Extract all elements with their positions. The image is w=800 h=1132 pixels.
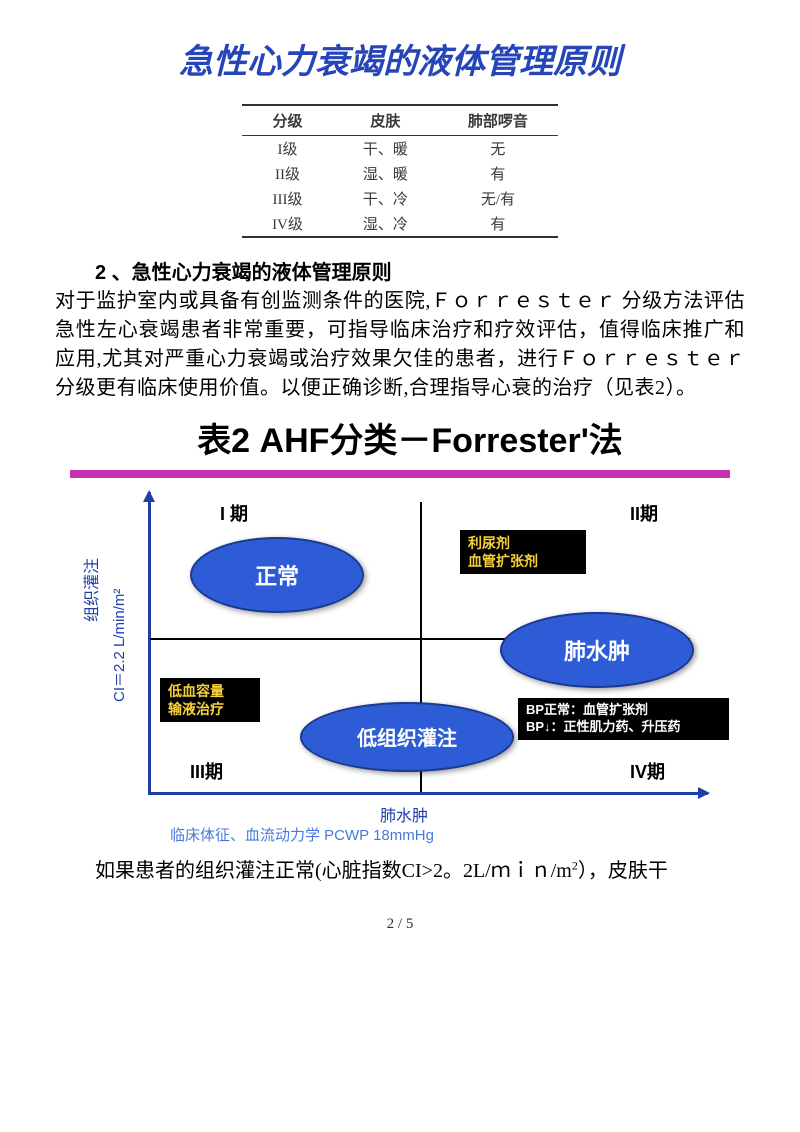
quadrant-label-3: III期 — [190, 758, 223, 784]
table-row: II级 湿、暖 有 — [242, 161, 558, 186]
text: ），皮肤干 — [578, 860, 668, 882]
th-grade: 分级 — [242, 105, 333, 136]
forrester-chart: 表2 AHF分类－Forrester'法 组织灌注 CI＝2.2 L/min/m… — [55, 413, 745, 842]
box-diuretic: 利尿剂 血管扩张剂 — [460, 530, 586, 574]
quadrant-label-4: IV期 — [630, 758, 665, 784]
table-row: III级 干、冷 无/有 — [242, 186, 558, 211]
body-paragraph-2: 如果患者的组织灌注正常(心脏指数CI>2。2L/ｍｉｎ/m2），皮肤干 — [55, 856, 745, 886]
quadrant-label-1: I 期 — [220, 500, 248, 526]
page-title: 急性心力衰竭的液体管理原则 — [55, 40, 745, 86]
cell: 湿、冷 — [333, 211, 438, 237]
th-skin: 皮肤 — [333, 105, 438, 136]
x-axis-label-center: 肺水肿 — [380, 802, 428, 826]
cell: 干、暖 — [333, 135, 438, 161]
quadrant-label-2: II期 — [630, 500, 658, 526]
cell: 湿、暖 — [333, 161, 438, 186]
chart-title: 表2 AHF分类－Forrester'法 — [75, 413, 745, 462]
box-line: 血管扩张剂 — [468, 552, 578, 570]
cell: II级 — [242, 161, 333, 186]
cell: 无 — [438, 135, 558, 161]
box-line: BP↓：正性肌力药、升压药 — [526, 719, 721, 736]
y-axis-label-outer: 组织灌注 — [78, 558, 102, 622]
chart-divider — [70, 470, 730, 478]
section-heading: 2 、急性心力衰竭的液体管理原则 — [55, 256, 745, 285]
box-line: BP正常：血管扩张剂 — [526, 702, 721, 719]
cell: III级 — [242, 186, 333, 211]
chart-plot-area: 组织灌注 CI＝2.2 L/min/m² I 期 II期 III期 IV期 正常… — [70, 482, 730, 842]
cell: 有 — [438, 161, 558, 186]
box-line: 利尿剂 — [468, 534, 578, 552]
table-row: IV级 湿、冷 有 — [242, 211, 558, 237]
cell: 无/有 — [438, 186, 558, 211]
cell: I级 — [242, 135, 333, 161]
ellipse-pulmonary-edema: 肺水肿 — [500, 612, 694, 688]
box-line: 低血容量 — [168, 682, 252, 700]
cell: 干、冷 — [333, 186, 438, 211]
y-axis-label-inner: CI＝2.2 L/min/m² — [108, 589, 129, 702]
table-row: I级 干、暖 无 — [242, 135, 558, 161]
page-number: 2 / 5 — [55, 916, 745, 933]
text: 如果患者的组织灌注正常(心脏指数CI>2。2L/ｍｉｎ/m — [95, 860, 572, 882]
box-hypovolemia: 低血容量 输液治疗 — [160, 678, 260, 722]
x-axis — [148, 792, 708, 795]
box-line: 输液治疗 — [168, 700, 252, 718]
th-lung: 肺部啰音 — [438, 105, 558, 136]
body-paragraph: 对于监护室内或具备有创监测条件的医院,Ｆｏｒｒｅｓｔｅｒ 分级方法评估急性左心衰… — [55, 287, 745, 403]
cell: 有 — [438, 211, 558, 237]
y-axis — [148, 492, 151, 792]
classification-table: 分级 皮肤 肺部啰音 I级 干、暖 无 II级 湿、暖 有 III级 干、冷 无… — [242, 104, 558, 238]
x-axis-label-bottom: 临床体征、血流动力学 PCWP 18mmHg — [170, 824, 434, 845]
box-bp-guidance: BP正常：血管扩张剂 BP↓：正性肌力药、升压药 — [518, 698, 729, 740]
ellipse-normal: 正常 — [190, 537, 364, 613]
ellipse-low-perfusion: 低组织灌注 — [300, 702, 514, 772]
cell: IV级 — [242, 211, 333, 237]
